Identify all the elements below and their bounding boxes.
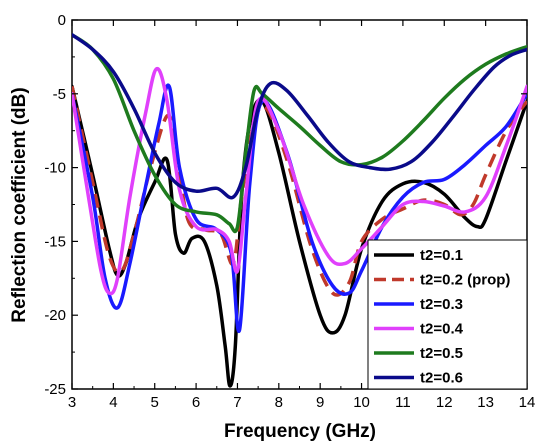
series-lines [72,33,527,388]
legend-label: t2=0.6 [420,370,463,387]
x-tick-label: 10 [353,394,370,411]
x-tick-label: 12 [436,394,453,411]
x-tick-label: 14 [519,394,536,411]
x-tick-label: 13 [477,394,494,411]
y-tick-label: -5 [53,86,66,103]
series-line-4 [72,66,527,296]
y-tick-label: 0 [58,12,66,29]
x-tick-label: 6 [192,394,200,411]
legend-label: t2=0.5 [420,345,463,362]
legend-label: t2=0.1 [420,247,463,264]
legend: t2=0.1 t2=0.2 (prop) t2=0.3 t2=0.4 t2=0.5 t2=… [367,239,528,390]
legend-label: t2=0.3 [420,296,463,313]
series-line-6 [72,33,527,200]
y-tick-label: -15 [44,233,66,250]
x-axis-title: Frequency (GHz) [224,421,376,442]
legend-label: t2=0.2 (prop) [420,272,510,289]
x-tick-label: 11 [395,394,411,411]
x-tick-label: 9 [316,394,324,411]
axis-ticks: 3 4 5 6 7 8 9 10 11 12 13 14 0 -5 -10 -15 -20 -25 [44,12,535,411]
series-line-3 [72,83,527,333]
y-axis-title: Reflection coefficient (dB) [9,87,30,322]
series-line-5 [72,33,527,234]
legend-label: t2=0.4 [420,321,464,338]
x-tick-label: 3 [68,394,76,411]
x-tick-label: 5 [151,394,159,411]
x-tick-label: 7 [233,394,241,411]
y-tick-label: -25 [44,381,66,398]
x-tick-label: 4 [109,394,117,411]
x-tick-label: 8 [275,394,283,411]
y-tick-label: -20 [44,307,66,324]
legend-box [367,239,528,390]
y-tick-label: -10 [44,160,66,177]
